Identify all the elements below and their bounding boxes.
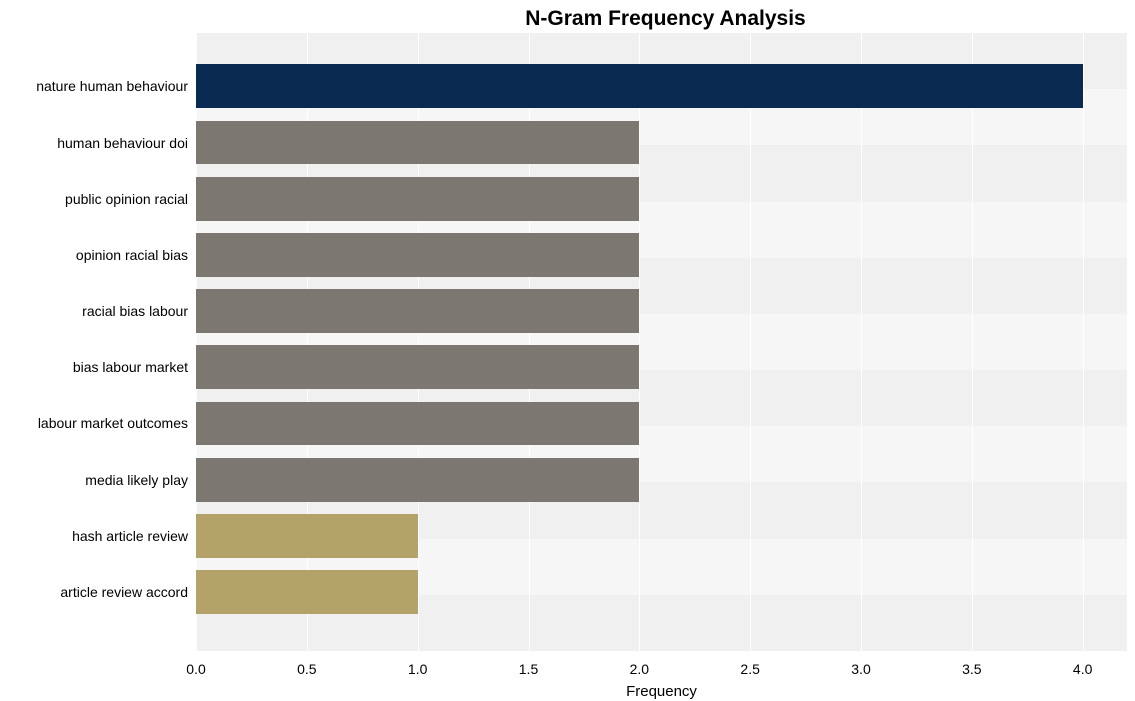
v-gridline <box>639 33 640 651</box>
bar <box>196 402 639 446</box>
ngram-frequency-chart: N-Gram Frequency Analysis 0.00.51.01.52.… <box>0 0 1135 701</box>
bar <box>196 177 639 221</box>
bar <box>196 570 418 614</box>
y-tick-label: human behaviour doi <box>57 135 196 151</box>
y-tick-label: hash article review <box>72 528 196 544</box>
v-gridline <box>861 33 862 651</box>
x-tick-label: 1.0 <box>408 651 427 677</box>
y-tick-label: opinion racial bias <box>76 247 196 263</box>
y-tick-label: media likely play <box>85 472 196 488</box>
bar <box>196 345 639 389</box>
x-tick-label: 4.0 <box>1073 651 1092 677</box>
x-tick-label: 1.5 <box>519 651 538 677</box>
bar <box>196 289 639 333</box>
x-tick-label: 3.0 <box>851 651 870 677</box>
bar <box>196 458 639 502</box>
y-tick-label: article review accord <box>60 584 196 600</box>
y-tick-label: public opinion racial <box>65 191 196 207</box>
v-gridline <box>972 33 973 651</box>
bar <box>196 64 1083 108</box>
x-axis-title: Frequency <box>626 651 697 700</box>
chart-title: N-Gram Frequency Analysis <box>0 7 1135 31</box>
y-tick-label: bias labour market <box>73 359 196 375</box>
y-tick-label: nature human behaviour <box>36 78 196 94</box>
x-tick-label: 0.0 <box>186 651 205 677</box>
bar <box>196 514 418 558</box>
y-tick-label: labour market outcomes <box>38 415 196 431</box>
x-tick-label: 3.5 <box>962 651 981 677</box>
plot-area: 0.00.51.01.52.02.53.03.54.0Frequencynatu… <box>196 33 1127 651</box>
x-tick-label: 2.5 <box>740 651 759 677</box>
y-tick-label: racial bias labour <box>82 303 196 319</box>
bar <box>196 121 639 165</box>
v-gridline <box>1083 33 1084 651</box>
v-gridline <box>750 33 751 651</box>
x-tick-label: 0.5 <box>297 651 316 677</box>
bar <box>196 233 639 277</box>
